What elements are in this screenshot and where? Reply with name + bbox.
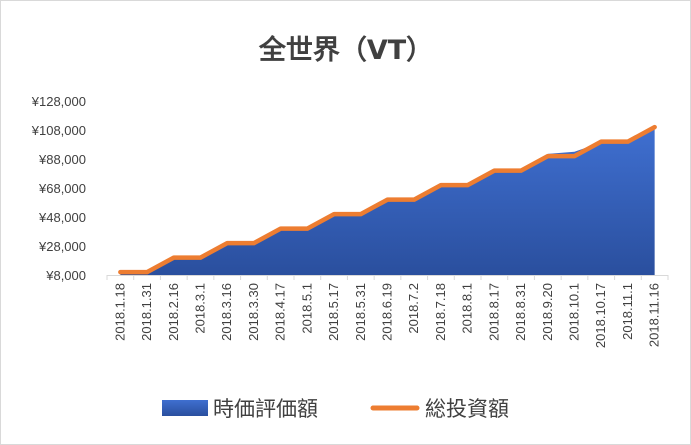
y-tick-label: ¥8,000 (45, 268, 86, 283)
legend: 時価評価額 総投資額 (162, 397, 509, 421)
x-tick-label: 2018.2.16 (166, 283, 181, 341)
y-tick-label: ¥68,000 (38, 181, 86, 196)
y-tick-label: ¥128,000 (31, 94, 86, 109)
x-tick-label: 2018.10.17 (593, 283, 608, 348)
y-tick-label: ¥48,000 (38, 210, 86, 225)
x-tick-label: 2018.1.31 (139, 283, 154, 341)
x-tick-label: 2018.3.1 (193, 283, 208, 334)
x-tick-label: 2018.1.18 (112, 283, 127, 341)
x-tick-label: 2018.9.20 (540, 283, 555, 341)
x-tick-label: 2018.5.17 (326, 283, 341, 341)
x-tick-label: 2018.6.19 (380, 283, 395, 341)
plot-area (118, 124, 657, 275)
x-tick-label: 2018.3.16 (219, 283, 234, 341)
axes: ¥8,000 ¥28,000 ¥48,000 ¥68,000 ¥88,000 ¥108,0… (31, 94, 669, 348)
x-tick-label: 2018.5.1 (299, 283, 314, 334)
y-tick-label: ¥28,000 (38, 239, 86, 254)
x-tick-label: 2018.8.1 (460, 283, 475, 334)
legend-swatch-valuation (162, 400, 208, 416)
legend-label-investment: 総投資額 (425, 397, 509, 421)
y-tick-label: ¥108,000 (31, 123, 86, 138)
x-tick-label: 2018.7.2 (406, 283, 421, 334)
x-tick-label: 2018.5.31 (353, 283, 368, 341)
x-tick-label: 2018.10.1 (567, 283, 582, 341)
x-tick-label: 2018.8.17 (486, 283, 501, 341)
x-tick-label: 2018.11.16 (647, 283, 662, 347)
chart-title: 全世界（VT） (258, 34, 433, 66)
x-tick-label: 2018.3.30 (246, 283, 261, 341)
x-tick-label: 2018.7.18 (433, 283, 448, 341)
legend-label-valuation: 時価評価額 (213, 397, 318, 421)
y-tick-label: ¥88,000 (38, 152, 86, 167)
x-tick-label: 2018.8.31 (513, 283, 528, 341)
x-tick-label: 2018.11.1 (620, 283, 635, 340)
x-tick-label: 2018.4.17 (273, 283, 288, 341)
